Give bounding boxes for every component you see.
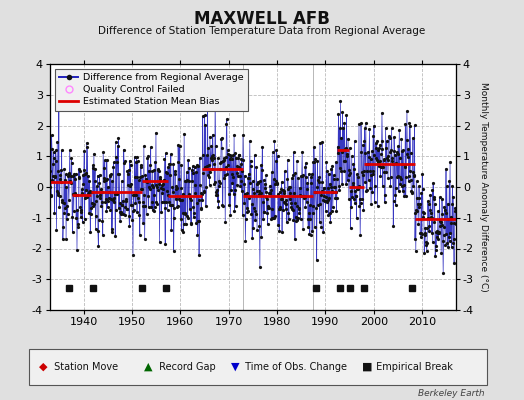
Text: ■: ■ xyxy=(362,362,372,372)
Text: ▼: ▼ xyxy=(231,362,239,372)
Y-axis label: Monthly Temperature Anomaly Difference (°C): Monthly Temperature Anomaly Difference (… xyxy=(479,82,488,292)
Text: Berkeley Earth: Berkeley Earth xyxy=(418,389,485,398)
Text: Record Gap: Record Gap xyxy=(156,362,215,372)
Text: Time of Obs. Change: Time of Obs. Change xyxy=(242,362,347,372)
Text: Difference of Station Temperature Data from Regional Average: Difference of Station Temperature Data f… xyxy=(99,26,425,36)
Text: Empirical Break: Empirical Break xyxy=(373,362,453,372)
Text: ▲: ▲ xyxy=(144,362,152,372)
Text: ◆: ◆ xyxy=(39,362,48,372)
Text: Station Move: Station Move xyxy=(51,362,118,372)
Text: MAXWELL AFB: MAXWELL AFB xyxy=(194,10,330,28)
Legend: Difference from Regional Average, Quality Control Failed, Estimated Station Mean: Difference from Regional Average, Qualit… xyxy=(54,69,248,111)
